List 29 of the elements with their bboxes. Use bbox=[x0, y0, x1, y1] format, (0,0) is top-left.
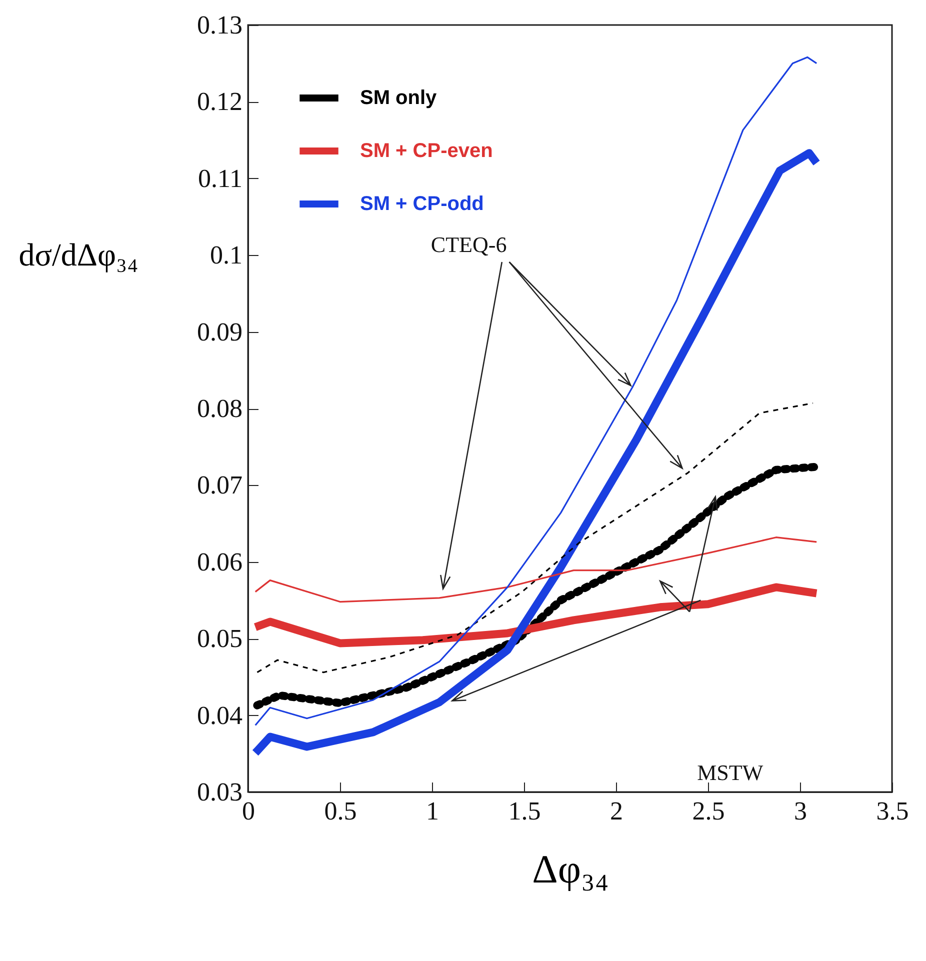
y-tick-label: 0.04 bbox=[197, 700, 242, 730]
x-tick-label: 1.5 bbox=[508, 796, 541, 826]
y-axis-title: dσ/dΔφ₃₄ bbox=[18, 236, 138, 272]
x-tick-label: 1 bbox=[426, 796, 439, 826]
legend-label: SM + CP-odd bbox=[360, 193, 484, 215]
line-series bbox=[254, 536, 818, 603]
y-tick-label: 0.1 bbox=[210, 240, 242, 270]
x-tick-label: 3 bbox=[794, 796, 807, 826]
y-tick-label: 0.05 bbox=[197, 624, 242, 654]
x-tick-label: 0 bbox=[242, 796, 255, 826]
y-tick-label: 0.06 bbox=[197, 547, 242, 576]
y-tick-label: 0.08 bbox=[197, 394, 242, 423]
y-tick-label: 0.11 bbox=[198, 164, 242, 193]
x-axis-title: Δφ₃₄ bbox=[532, 846, 609, 892]
annotation: MSTW bbox=[697, 760, 764, 785]
line-series bbox=[254, 56, 818, 726]
legend-label: SM + CP-even bbox=[360, 140, 493, 162]
x-tick-label: 3.5 bbox=[876, 796, 909, 826]
x-tick-label: 2 bbox=[610, 796, 623, 826]
y-tick-label: 0.12 bbox=[197, 87, 242, 116]
x-tick-label: 0.5 bbox=[324, 796, 357, 826]
x-tick-label: 2.5 bbox=[692, 796, 725, 826]
line-series bbox=[256, 402, 814, 674]
y-tick-label: 0.09 bbox=[197, 317, 242, 346]
y-tick-label: 0.07 bbox=[197, 470, 242, 500]
y-tick-label: 0.13 bbox=[197, 10, 242, 40]
annotation: CTEQ-6 bbox=[430, 232, 507, 258]
legend-label: SM only bbox=[360, 87, 438, 109]
y-tick-label: 0.03 bbox=[197, 778, 242, 806]
